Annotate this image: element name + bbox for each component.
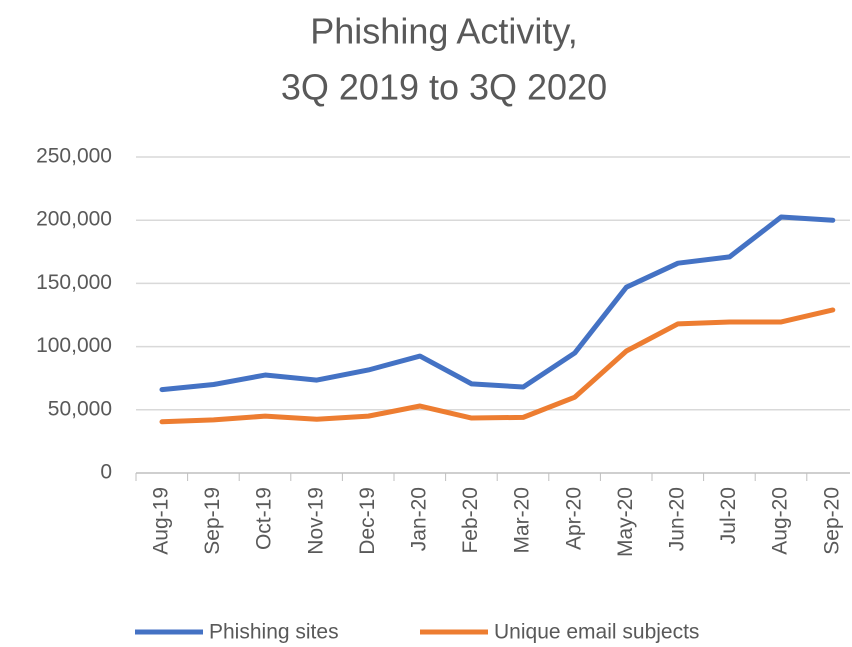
x-tick-label: Dec-19 [356, 487, 379, 555]
chart-title: Phishing Activity, [310, 11, 577, 52]
y-tick-label: 100,000 [36, 334, 112, 357]
series-line [159, 307, 836, 425]
x-tick-label: Apr-20 [562, 487, 585, 550]
legend-label: Phishing sites [209, 621, 339, 644]
x-tick-label: Jun-20 [666, 487, 689, 551]
legend-label: Unique email subjects [494, 621, 699, 644]
chart-title: 3Q 2019 to 3Q 2020 [281, 67, 607, 108]
x-tick-label: Jan-20 [408, 487, 431, 551]
y-tick-label: 50,000 [48, 397, 112, 420]
x-tick-label: Jul-20 [717, 487, 740, 544]
series-line [159, 214, 836, 393]
y-tick-label: 150,000 [36, 271, 112, 294]
x-tick-label: Feb-20 [459, 487, 482, 554]
x-tick-label: Aug-19 [150, 487, 173, 555]
y-tick-label: 200,000 [36, 208, 112, 231]
x-tick-label: Sep-19 [201, 487, 224, 555]
x-tick-label: Oct-19 [253, 487, 276, 550]
y-tick-label: 0 [100, 461, 112, 484]
x-tick-label: Mar-20 [511, 487, 534, 554]
x-tick-label: May-20 [614, 487, 637, 557]
x-tick-label: Sep-20 [820, 487, 843, 555]
x-tick-label: Nov-19 [304, 487, 327, 555]
x-tick-label: Aug-20 [769, 487, 792, 555]
y-tick-label: 250,000 [36, 145, 112, 168]
